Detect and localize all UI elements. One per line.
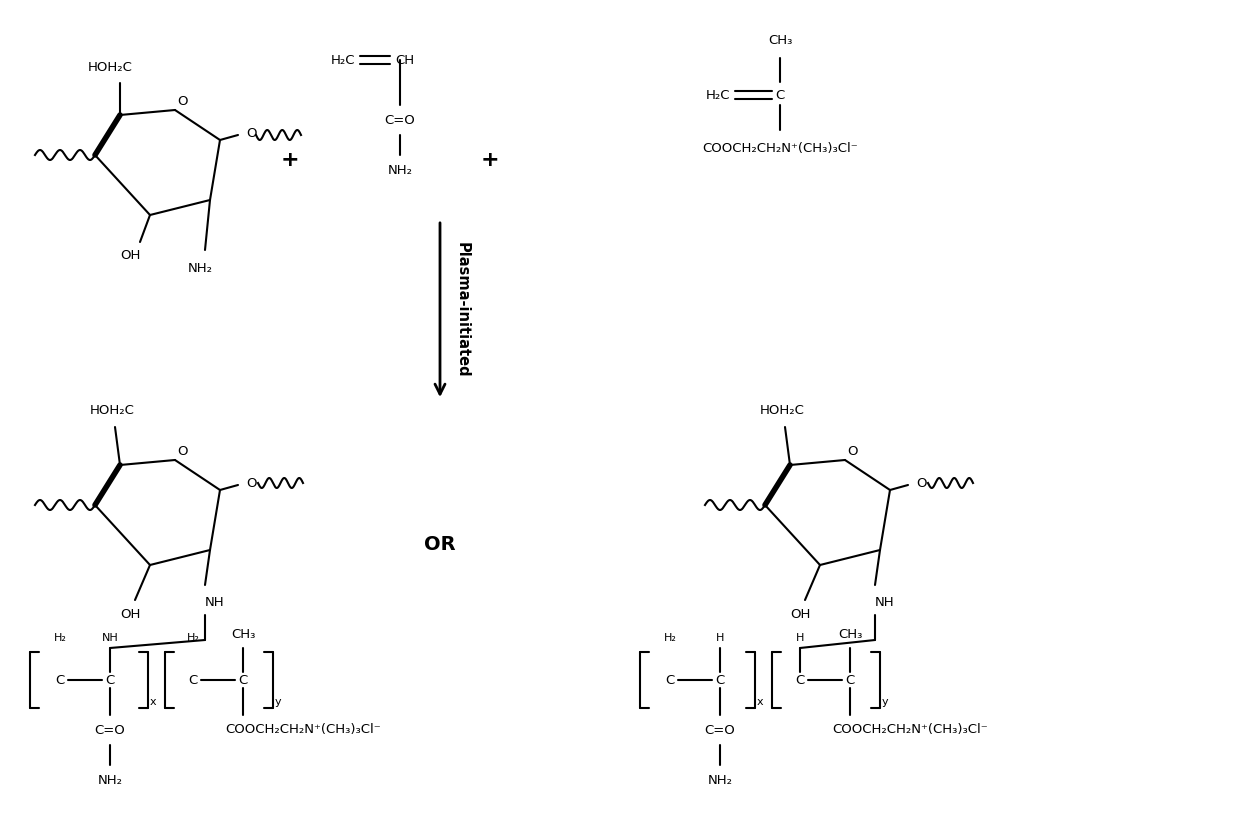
- Text: C: C: [105, 674, 114, 686]
- Text: H₂C: H₂C: [331, 53, 355, 67]
- Text: C: C: [775, 88, 785, 102]
- Text: x: x: [756, 697, 764, 707]
- Text: H: H: [715, 633, 724, 643]
- Text: +: +: [280, 150, 299, 170]
- Text: C: C: [846, 674, 854, 686]
- Text: COOCH₂CH₂N⁺(CH₃)₃Cl⁻: COOCH₂CH₂N⁺(CH₃)₃Cl⁻: [832, 724, 988, 736]
- Text: OH: OH: [120, 248, 140, 262]
- Text: HOH₂C: HOH₂C: [89, 403, 134, 416]
- Text: CH₃: CH₃: [838, 627, 862, 641]
- Text: H: H: [796, 633, 805, 643]
- Text: NH₂: NH₂: [187, 262, 212, 275]
- Text: HOH₂C: HOH₂C: [760, 403, 805, 416]
- Text: C=O: C=O: [94, 724, 125, 736]
- Text: y: y: [882, 697, 889, 707]
- Text: Plasma-initiated: Plasma-initiated: [455, 242, 470, 378]
- Text: CH₃: CH₃: [768, 33, 792, 47]
- Text: OH: OH: [120, 608, 140, 621]
- Text: C: C: [715, 674, 724, 686]
- Text: HOH₂C: HOH₂C: [88, 61, 133, 73]
- Text: O: O: [177, 95, 187, 108]
- Text: O: O: [246, 476, 257, 490]
- Text: NH: NH: [205, 596, 224, 610]
- Text: H₂: H₂: [186, 633, 200, 643]
- Text: C=O: C=O: [384, 113, 415, 127]
- Text: +: +: [481, 150, 500, 170]
- Text: CH: CH: [396, 53, 414, 67]
- Text: H₂: H₂: [53, 633, 67, 643]
- Text: O: O: [177, 445, 187, 458]
- Text: O: O: [246, 127, 257, 139]
- Text: x: x: [150, 697, 156, 707]
- Text: O: O: [916, 476, 926, 490]
- Text: C: C: [238, 674, 248, 686]
- Text: NH: NH: [102, 633, 118, 643]
- Text: OH: OH: [790, 608, 810, 621]
- Text: NH₂: NH₂: [98, 774, 123, 786]
- Text: COOCH₂CH₂N⁺(CH₃)₃Cl⁻: COOCH₂CH₂N⁺(CH₃)₃Cl⁻: [702, 142, 858, 154]
- Text: C: C: [56, 674, 64, 686]
- Text: NH₂: NH₂: [387, 163, 413, 177]
- Text: C: C: [795, 674, 805, 686]
- Text: y: y: [275, 697, 281, 707]
- Text: C: C: [188, 674, 197, 686]
- Text: O: O: [847, 445, 858, 458]
- Text: COOCH₂CH₂N⁺(CH₃)₃Cl⁻: COOCH₂CH₂N⁺(CH₃)₃Cl⁻: [226, 724, 381, 736]
- Text: H₂: H₂: [663, 633, 677, 643]
- Text: CH₃: CH₃: [231, 627, 255, 641]
- Text: NH₂: NH₂: [708, 774, 733, 786]
- Text: C=O: C=O: [704, 724, 735, 736]
- Text: OR: OR: [424, 536, 456, 555]
- Text: C: C: [666, 674, 675, 686]
- Text: NH: NH: [875, 596, 895, 610]
- Text: H₂C: H₂C: [706, 88, 730, 102]
